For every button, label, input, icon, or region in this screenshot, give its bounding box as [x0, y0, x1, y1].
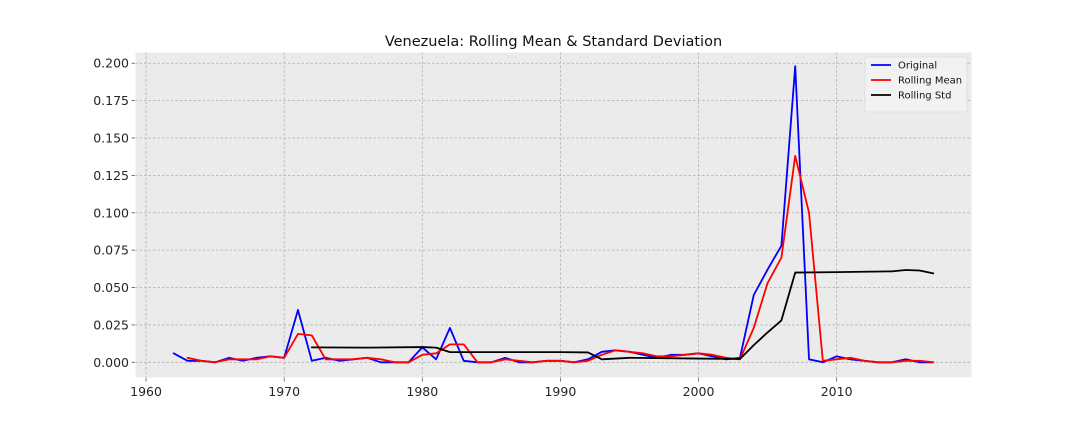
legend-label: Original	[898, 61, 937, 72]
x-axis: 1960 1970 1980 1990 2000 2010	[130, 378, 853, 399]
y-tick-label: 0.075	[93, 243, 129, 258]
plot-frame	[134, 51, 973, 379]
chart-title: Venezuela: Rolling Mean & Standard Devia…	[385, 34, 722, 50]
y-axis: 0.000 0.025 0.050 0.075 0.100 0.125 0.150 0.175…	[93, 56, 135, 370]
legend-box	[864, 56, 968, 113]
series-layer	[172, 65, 935, 364]
x-tick-label: 1960	[130, 384, 162, 399]
grid	[135, 52, 972, 378]
series-line-rolling-mean	[186, 155, 935, 364]
series-line-rolling-std	[310, 269, 935, 361]
y-tick-label: 0.050	[93, 280, 129, 295]
x-tick-label: 2000	[683, 384, 715, 399]
y-tick-label: 0.150	[93, 130, 129, 145]
y-tick-label: 0.025	[93, 317, 129, 332]
legend-label: Rolling Std	[898, 91, 951, 102]
legend-label: Rolling Mean	[898, 76, 962, 87]
y-tick-label: 0.100	[93, 205, 129, 220]
legend: Original Rolling Mean Rolling Std	[864, 56, 968, 113]
x-tick-label: 1970	[268, 384, 300, 399]
y-tick-label: 0.000	[93, 355, 129, 370]
x-tick-label: 2010	[821, 384, 853, 399]
y-tick-label: 0.200	[93, 56, 129, 71]
x-tick-label: 1980	[406, 384, 438, 399]
x-tick-label: 1990	[544, 384, 576, 399]
plot-area	[135, 52, 972, 378]
y-tick-label: 0.125	[93, 168, 129, 183]
y-tick-label: 0.175	[93, 93, 129, 108]
